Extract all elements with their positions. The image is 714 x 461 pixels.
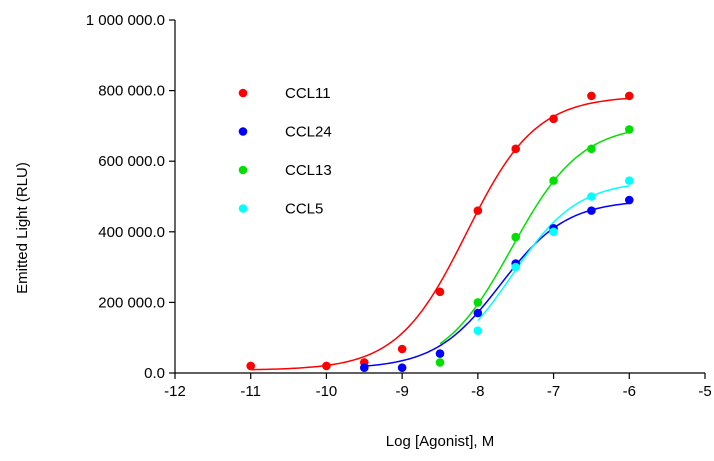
x-axis-label: Log [Agonist], M bbox=[386, 433, 494, 450]
data-point-ccl24 bbox=[435, 349, 445, 358]
data-point-ccl11 bbox=[624, 91, 634, 101]
data-point-ccl11 bbox=[549, 114, 558, 124]
curve-ccl5 bbox=[477, 185, 630, 322]
data-point-ccl5 bbox=[511, 262, 521, 272]
legend-marker-ccl13 bbox=[238, 165, 248, 175]
curve-ccl13 bbox=[439, 131, 630, 345]
data-point-ccl24 bbox=[473, 308, 483, 318]
data-point-ccl11 bbox=[435, 287, 445, 297]
y-tick-label: 400 000.0 bbox=[98, 224, 165, 241]
data-point-ccl24 bbox=[359, 363, 369, 373]
x-tick-label: -7 bbox=[547, 383, 560, 400]
data-point-ccl24 bbox=[624, 195, 634, 205]
data-point-ccl11 bbox=[397, 344, 407, 354]
data-point-ccl11 bbox=[473, 206, 483, 215]
x-tick-label: -11 bbox=[240, 383, 261, 400]
data-point-ccl13 bbox=[549, 176, 558, 185]
x-tick-label: -12 bbox=[164, 383, 186, 400]
y-tick-label: 1 000 000.0 bbox=[86, 12, 165, 29]
x-tick-label: -6 bbox=[623, 383, 636, 400]
data-point-ccl11 bbox=[322, 361, 331, 371]
data-point-ccl5 bbox=[587, 192, 596, 201]
legend-marker-ccl11 bbox=[238, 88, 248, 98]
data-points bbox=[246, 91, 634, 373]
x-tick-label: -10 bbox=[316, 383, 338, 400]
legend-label: CCL24 bbox=[285, 124, 332, 141]
legend-label: CCL5 bbox=[285, 201, 323, 218]
legend-marker-ccl5 bbox=[238, 204, 248, 213]
x-tick-label: -8 bbox=[471, 383, 484, 400]
y-tick-label: 200 000.0 bbox=[98, 294, 165, 311]
legend: CCL11 CCL24 CCL13 CCL5 bbox=[238, 85, 332, 218]
data-point-ccl13 bbox=[435, 358, 445, 367]
y-tick-label: 800 000.0 bbox=[98, 83, 165, 100]
data-point-ccl13 bbox=[624, 125, 634, 134]
legend-label: CCL11 bbox=[285, 85, 331, 102]
data-point-ccl5 bbox=[473, 326, 483, 335]
data-point-ccl11 bbox=[511, 144, 521, 154]
fit-curves bbox=[250, 97, 630, 371]
curve-ccl24 bbox=[364, 202, 630, 367]
x-tick-label: -9 bbox=[395, 383, 408, 400]
data-point-ccl11 bbox=[246, 361, 256, 371]
data-point-ccl11 bbox=[587, 91, 596, 101]
y-tick-label: 600 000.0 bbox=[98, 153, 165, 170]
data-point-ccl5 bbox=[549, 227, 558, 237]
legend-marker-ccl24 bbox=[238, 127, 248, 136]
data-point-ccl13 bbox=[587, 144, 596, 154]
legend-label: CCL13 bbox=[285, 162, 332, 179]
data-point-ccl5 bbox=[624, 176, 634, 185]
axes: 0.0 200 000.0 400 000.0 600 000.0 800 000.0 1… bbox=[86, 12, 712, 400]
x-tick-label: -5 bbox=[698, 383, 711, 400]
data-point-ccl24 bbox=[397, 363, 407, 373]
data-point-ccl13 bbox=[511, 232, 521, 242]
y-axis-label: Emitted Light (RLU) bbox=[14, 162, 31, 294]
data-point-ccl24 bbox=[587, 206, 596, 215]
y-tick-label: 0.0 bbox=[144, 365, 165, 382]
data-point-ccl13 bbox=[473, 298, 483, 307]
curve-ccl11 bbox=[250, 97, 630, 371]
